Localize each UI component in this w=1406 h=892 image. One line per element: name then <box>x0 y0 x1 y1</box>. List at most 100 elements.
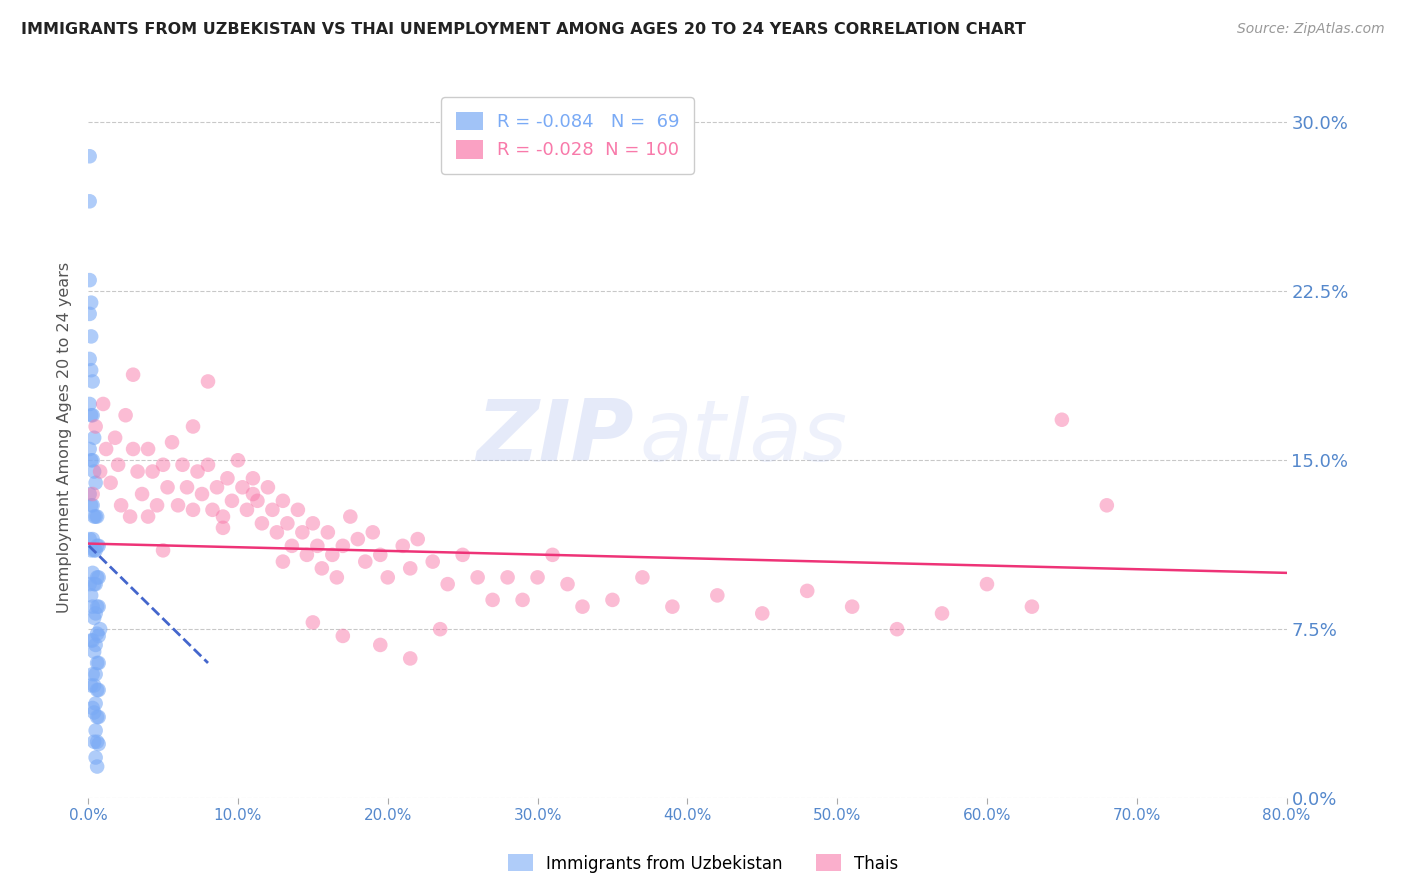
Point <box>1095 498 1118 512</box>
Point <box>368 548 391 562</box>
Point <box>321 548 343 562</box>
Text: atlas: atlas <box>640 396 848 479</box>
Point <box>82 667 104 681</box>
Point <box>246 493 269 508</box>
Point <box>83 706 105 720</box>
Point <box>122 442 145 456</box>
Point <box>86 509 108 524</box>
Point <box>82 532 104 546</box>
Point <box>361 525 384 540</box>
Point <box>86 656 108 670</box>
Point <box>83 611 105 625</box>
Point <box>429 622 451 636</box>
Point <box>226 453 249 467</box>
Point <box>181 419 204 434</box>
Point <box>82 487 104 501</box>
Point <box>302 615 325 630</box>
Point <box>146 498 169 512</box>
Point <box>80 363 103 377</box>
Point <box>87 710 110 724</box>
Point <box>79 397 101 411</box>
Point <box>114 409 136 423</box>
Point <box>332 629 354 643</box>
Point <box>80 453 103 467</box>
Point <box>84 543 107 558</box>
Point <box>1021 599 1043 614</box>
Point <box>83 678 105 692</box>
Point <box>152 543 174 558</box>
Point <box>467 570 489 584</box>
Point <box>481 593 503 607</box>
Point <box>142 465 165 479</box>
Point <box>205 480 228 494</box>
Point <box>127 465 149 479</box>
Point <box>841 599 863 614</box>
Point <box>661 599 683 614</box>
Point <box>94 442 117 456</box>
Point <box>250 516 273 531</box>
Point <box>80 295 103 310</box>
Point <box>451 548 474 562</box>
Point <box>79 149 101 163</box>
Point <box>212 521 235 535</box>
Point <box>79 351 101 366</box>
Point <box>176 480 198 494</box>
Point <box>82 409 104 423</box>
Point <box>79 307 101 321</box>
Point <box>87 683 110 698</box>
Point <box>107 458 129 472</box>
Point <box>167 498 190 512</box>
Point <box>266 525 288 540</box>
Point <box>79 442 101 456</box>
Point <box>436 577 458 591</box>
Point <box>311 561 333 575</box>
Point <box>751 607 773 621</box>
Point <box>83 543 105 558</box>
Point <box>631 570 654 584</box>
Point <box>84 607 107 621</box>
Point <box>82 599 104 614</box>
Point <box>541 548 564 562</box>
Point <box>391 539 413 553</box>
Point <box>84 577 107 591</box>
Point <box>281 539 304 553</box>
Point <box>83 465 105 479</box>
Text: Source: ZipAtlas.com: Source: ZipAtlas.com <box>1237 22 1385 37</box>
Point <box>79 194 101 209</box>
Point <box>83 735 105 749</box>
Point <box>512 593 534 607</box>
Point <box>120 509 142 524</box>
Y-axis label: Unemployment Among Ages 20 to 24 years: Unemployment Among Ages 20 to 24 years <box>58 262 72 614</box>
Point <box>1050 413 1073 427</box>
Point <box>87 629 110 643</box>
Point <box>316 525 339 540</box>
Point <box>83 577 105 591</box>
Point <box>82 566 104 580</box>
Point <box>156 480 179 494</box>
Point <box>79 487 101 501</box>
Point <box>571 599 593 614</box>
Point <box>257 480 280 494</box>
Point <box>160 435 183 450</box>
Point <box>82 453 104 467</box>
Point <box>197 375 219 389</box>
Point <box>80 588 103 602</box>
Point <box>496 570 519 584</box>
Point <box>86 710 108 724</box>
Point <box>377 570 399 584</box>
Point <box>83 431 105 445</box>
Point <box>181 503 204 517</box>
Text: ZIP: ZIP <box>475 396 634 479</box>
Point <box>104 431 127 445</box>
Point <box>307 539 329 553</box>
Point <box>291 525 314 540</box>
Point <box>302 516 325 531</box>
Point <box>82 498 104 512</box>
Point <box>84 750 107 764</box>
Point <box>131 487 153 501</box>
Point <box>100 475 122 490</box>
Point <box>346 532 368 546</box>
Point <box>89 622 111 636</box>
Point <box>231 480 253 494</box>
Point <box>217 471 239 485</box>
